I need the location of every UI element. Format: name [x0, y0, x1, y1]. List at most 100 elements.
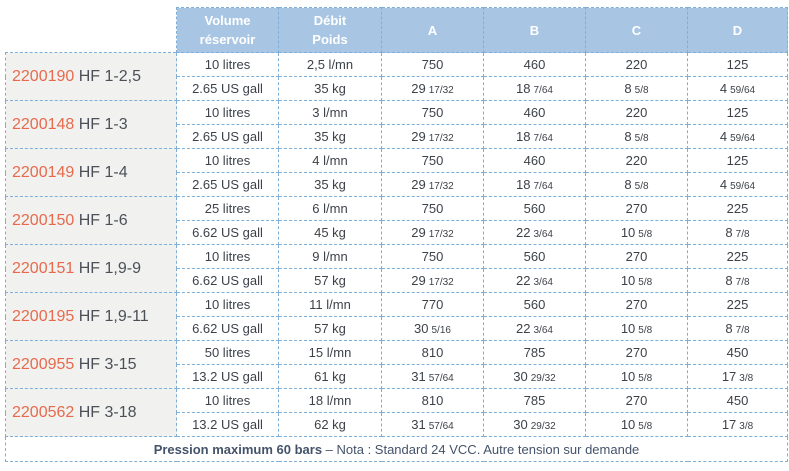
value-whole: 18 [516, 129, 531, 144]
cell-imperial-volume: 2.65 US gall [176, 124, 279, 149]
product-row-imperial: 2.65 US gall 35 kg 29 17/32 18 7/64 8 5/8 4 59/64 [6, 172, 788, 197]
spec-table: Volume réservoir Débit Poids A B C D 220… [5, 7, 788, 462]
value-fraction: 59/64 [730, 181, 756, 192]
cell-metric-c: 270 [585, 196, 688, 221]
value-whole: 8 [624, 129, 632, 144]
cell-metric-d: 125 [687, 52, 788, 77]
cell-imperial-c: 10 5/8 [585, 316, 688, 341]
col-header-a: A [381, 7, 484, 53]
cell-metric-a: 750 [381, 148, 484, 173]
value-fraction: 7/8 [735, 229, 750, 240]
cell-imperial-c: 10 5/8 [585, 268, 688, 293]
cell-imperial-poids: 35 kg [278, 124, 382, 149]
cell-metric-debit: 2,5 l/mn [278, 52, 382, 77]
value-fraction: 29/32 [530, 373, 556, 384]
value-whole: 8 [725, 225, 733, 240]
value-fraction: 17/32 [428, 133, 454, 144]
cell-imperial-d: 8 7/8 [687, 220, 788, 245]
cell-imperial-poids: 62 kg [278, 412, 382, 437]
value-fraction: 5/8 [638, 373, 653, 384]
cell-metric-c: 220 [585, 148, 688, 173]
table-body: 2200190 HF 1-2,5 10 litres 2,5 l/mn 750 460 2… [5, 52, 788, 437]
value-fraction: 59/64 [730, 133, 756, 144]
product-row-metric: 2200195 HF 1,9-11 10 litres 11 l/mn 770 560 2… [5, 292, 788, 341]
footer-row: Pression maximum 60 bars – Nota : Standa… [5, 436, 788, 462]
cell-imperial-d: 17 3/8 [687, 412, 788, 437]
cell-metric-c: 270 [585, 340, 688, 365]
value-fraction: 3/64 [533, 229, 553, 240]
product-name: HF 1-6 [78, 211, 128, 229]
col-header-volume: Volume réservoir [176, 7, 279, 53]
value-whole: 4 [719, 177, 728, 192]
cell-metric-debit: 11 l/mn [278, 292, 382, 317]
product-row-imperial: 13.2 US gall 62 kg 31 57/64 30 29/32 10 5/8 17 3/… [6, 412, 788, 437]
value-whole: 17 [721, 417, 737, 432]
cell-metric-debit: 9 l/mn [278, 244, 382, 269]
cell-imperial-d: 17 3/8 [687, 364, 788, 389]
cell-imperial-c: 10 5/8 [585, 412, 688, 437]
cell-imperial-volume: 2.65 US gall [176, 76, 279, 101]
value-fraction: 59/64 [730, 85, 756, 96]
value-whole: 8 [624, 81, 632, 96]
product-row-metric: 2200148 HF 1-3 10 litres 3 l/mn 750 460 220 12… [5, 100, 788, 149]
value-fraction: 5/8 [638, 277, 653, 288]
cell-metric-b: 460 [483, 52, 586, 77]
product-row-metric: 2200955 HF 3-15 50 litres 15 l/mn 810 785 270… [5, 340, 788, 389]
cell-metric-a: 750 [381, 100, 484, 125]
cell-imperial-volume: 13.2 US gall [176, 412, 279, 437]
value-whole: 4 [719, 81, 728, 96]
product-row-metric: 2200150 HF 1-6 25 litres 6 l/mn 750 560 270 22… [5, 196, 788, 245]
value-fraction: 57/64 [428, 373, 454, 384]
cell-metric-a: 750 [381, 52, 484, 77]
value-whole: 31 [411, 369, 426, 384]
cell-imperial-b: 22 3/64 [483, 268, 586, 293]
value-whole: 10 [620, 225, 636, 240]
col-header-b: B [483, 7, 586, 53]
cell-imperial-poids: 45 kg [278, 220, 382, 245]
product-name: HF 1,9-11 [78, 307, 149, 325]
product-label: 2200190 HF 1-2,5 [5, 52, 177, 101]
cell-imperial-a: 29 17/32 [381, 268, 484, 293]
cell-metric-b: 560 [483, 292, 586, 317]
cell-imperial-a: 29 17/32 [381, 172, 484, 197]
col-header-volume-line2: réservoir [199, 32, 256, 47]
value-fraction: 17/32 [428, 229, 454, 240]
value-fraction: 7/8 [735, 277, 750, 288]
value-fraction: 7/64 [533, 85, 553, 96]
col-header-poids-line2: Poids [312, 32, 348, 47]
cell-metric-c: 270 [585, 244, 688, 269]
cell-metric-volume: 10 litres [176, 292, 279, 317]
value-whole: 22 [516, 225, 531, 240]
value-whole: 22 [516, 273, 531, 288]
cell-metric-d: 225 [687, 292, 788, 317]
cell-metric-d: 125 [687, 148, 788, 173]
product-code: 2200150 [12, 211, 75, 229]
cell-imperial-d: 4 59/64 [687, 76, 788, 101]
value-fraction: 17/32 [428, 277, 454, 288]
cell-imperial-b: 22 3/64 [483, 316, 586, 341]
product-code: 2200955 [12, 355, 75, 373]
cell-metric-volume: 10 litres [176, 52, 279, 77]
cell-imperial-a: 29 17/32 [381, 220, 484, 245]
cell-imperial-poids: 61 kg [278, 364, 382, 389]
product-row-metric: 2200151 HF 1,9-9 10 litres 9 l/mn 750 560 270… [5, 244, 788, 293]
col-header-volume-line1: Volume [204, 13, 251, 28]
cell-metric-d: 225 [687, 244, 788, 269]
cell-metric-b: 560 [483, 244, 586, 269]
table-header: Volume réservoir Débit Poids A B C D [6, 7, 788, 53]
value-fraction: 5/16 [431, 325, 451, 336]
value-whole: 30 [513, 417, 528, 432]
cell-imperial-b: 18 7/64 [483, 76, 586, 101]
value-whole: 10 [620, 417, 636, 432]
cell-imperial-volume: 13.2 US gall [176, 364, 279, 389]
cell-metric-debit: 3 l/mn [278, 100, 382, 125]
value-whole: 18 [516, 177, 531, 192]
col-header-c: C [585, 7, 688, 53]
product-row-imperial: 6.62 US gall 45 kg 29 17/32 22 3/64 10 5/8 8 7/8 [6, 220, 788, 245]
footer-note: Pression maximum 60 bars – Nota : Standa… [5, 436, 788, 462]
product-name: HF 3-18 [78, 403, 137, 421]
cell-metric-a: 750 [381, 196, 484, 221]
cell-imperial-volume: 2.65 US gall [176, 172, 279, 197]
value-fraction: 3/8 [739, 421, 754, 432]
cell-imperial-a: 29 17/32 [381, 124, 484, 149]
